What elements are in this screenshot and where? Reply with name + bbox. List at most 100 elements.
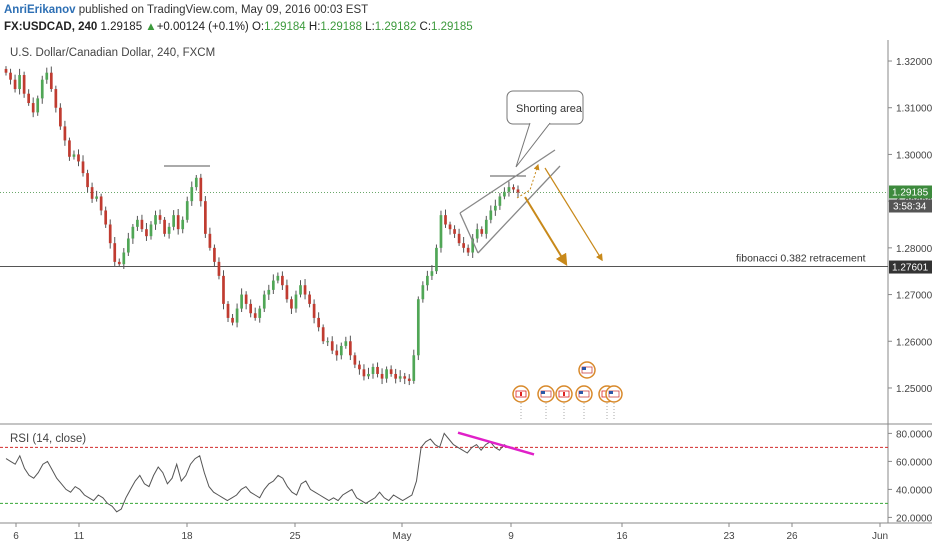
candle bbox=[54, 89, 58, 108]
rsi-line bbox=[5, 432, 519, 513]
time-tick-label: 18 bbox=[181, 531, 193, 542]
rsi-label: RSI (14, close) bbox=[10, 433, 87, 445]
price-tick-label: 1.27000 bbox=[896, 291, 932, 302]
candle bbox=[475, 229, 479, 239]
candle bbox=[416, 299, 420, 356]
candle bbox=[235, 308, 239, 323]
candle bbox=[321, 327, 325, 342]
candle bbox=[262, 294, 266, 309]
candle bbox=[13, 79, 17, 90]
candle bbox=[412, 355, 416, 381]
candle bbox=[113, 243, 117, 262]
time-tick-label: 25 bbox=[289, 531, 301, 542]
candle bbox=[9, 72, 12, 80]
candle bbox=[435, 247, 438, 272]
candle bbox=[453, 229, 456, 234]
candle bbox=[185, 201, 189, 220]
rsi-tick-label: 40.0000 bbox=[896, 485, 932, 496]
candle bbox=[131, 226, 135, 239]
candle bbox=[299, 285, 302, 295]
candle bbox=[358, 364, 361, 370]
candle bbox=[194, 177, 198, 188]
candle bbox=[63, 126, 67, 141]
candle bbox=[462, 243, 465, 248]
candle bbox=[145, 229, 148, 237]
chart-title: U.S. Dollar/Canadian Dollar, 240, FXCM bbox=[10, 47, 216, 59]
candle bbox=[389, 369, 393, 374]
candle bbox=[498, 196, 502, 206]
price-tick-label: 1.32000 bbox=[896, 57, 932, 68]
candle bbox=[457, 233, 461, 244]
candle bbox=[136, 219, 139, 227]
candle bbox=[466, 247, 470, 253]
candle bbox=[480, 229, 484, 234]
high-label: H: bbox=[308, 21, 321, 33]
candle bbox=[45, 72, 49, 80]
candle bbox=[376, 366, 379, 374]
fib-price-tag bbox=[889, 260, 932, 274]
candle bbox=[117, 261, 121, 265]
chart-background bbox=[0, 40, 932, 550]
canada-leaf bbox=[520, 392, 522, 396]
candle bbox=[231, 317, 234, 323]
candle bbox=[353, 355, 357, 365]
candle bbox=[335, 350, 339, 356]
us-flag-canton bbox=[582, 367, 586, 370]
us-flag-canton bbox=[609, 391, 613, 394]
canada-leaf bbox=[563, 392, 565, 396]
candle bbox=[158, 215, 162, 220]
time-tick-label: 23 bbox=[723, 531, 735, 542]
last-price: 1.29185 bbox=[100, 21, 143, 33]
candle bbox=[213, 247, 216, 262]
candle bbox=[512, 187, 515, 190]
candle bbox=[294, 294, 298, 309]
time-tick-label: 16 bbox=[616, 531, 628, 542]
time-tick-label: Jun bbox=[872, 531, 888, 542]
candle bbox=[181, 219, 185, 230]
change-value: +0.00124 (+0.1%) bbox=[156, 21, 249, 33]
candle bbox=[349, 341, 352, 356]
publish-line: AnriErikanov published on TradingView.co… bbox=[4, 4, 368, 16]
time-tick-label: 9 bbox=[508, 531, 514, 542]
price-tick-label: 1.31000 bbox=[896, 104, 932, 115]
candle bbox=[244, 294, 248, 304]
last-price-label: 1.29185 bbox=[892, 187, 929, 198]
candle bbox=[149, 224, 153, 237]
candle bbox=[444, 215, 447, 225]
candle bbox=[281, 275, 284, 286]
author-link[interactable]: AnriErikanov bbox=[4, 4, 76, 16]
candle bbox=[140, 219, 144, 230]
callout-pointer bbox=[515, 122, 551, 168]
price-chart[interactable]: 1.320001.310001.300001.290001.280001.270… bbox=[0, 40, 932, 550]
price-tick-label: 1.26000 bbox=[896, 337, 932, 348]
candle bbox=[330, 341, 334, 351]
callout-text: Shorting area bbox=[516, 103, 583, 115]
candle bbox=[172, 215, 175, 227]
candle bbox=[326, 341, 330, 343]
candle bbox=[31, 103, 35, 113]
candle bbox=[371, 366, 375, 374]
candle bbox=[430, 271, 434, 276]
candle bbox=[226, 303, 230, 318]
candle bbox=[303, 285, 307, 295]
candle bbox=[253, 313, 257, 318]
candle bbox=[276, 275, 280, 281]
candle bbox=[176, 215, 180, 230]
us-flag-canton bbox=[579, 391, 583, 394]
close-value: 1.29185 bbox=[431, 21, 473, 33]
candle bbox=[154, 215, 157, 225]
candle bbox=[489, 210, 493, 220]
candle bbox=[204, 201, 207, 234]
candle bbox=[49, 72, 53, 90]
candle bbox=[190, 187, 194, 202]
candle bbox=[90, 187, 94, 199]
candle bbox=[217, 261, 221, 276]
candle bbox=[439, 215, 443, 248]
candle bbox=[484, 219, 488, 234]
channel-end-line bbox=[459, 212, 479, 254]
candle bbox=[104, 210, 108, 225]
short-arrow-dotted bbox=[516, 163, 540, 199]
event-markers bbox=[512, 361, 623, 420]
fib-annotation: fibonacci 0.382 retracement bbox=[736, 253, 866, 265]
candle bbox=[403, 376, 407, 379]
